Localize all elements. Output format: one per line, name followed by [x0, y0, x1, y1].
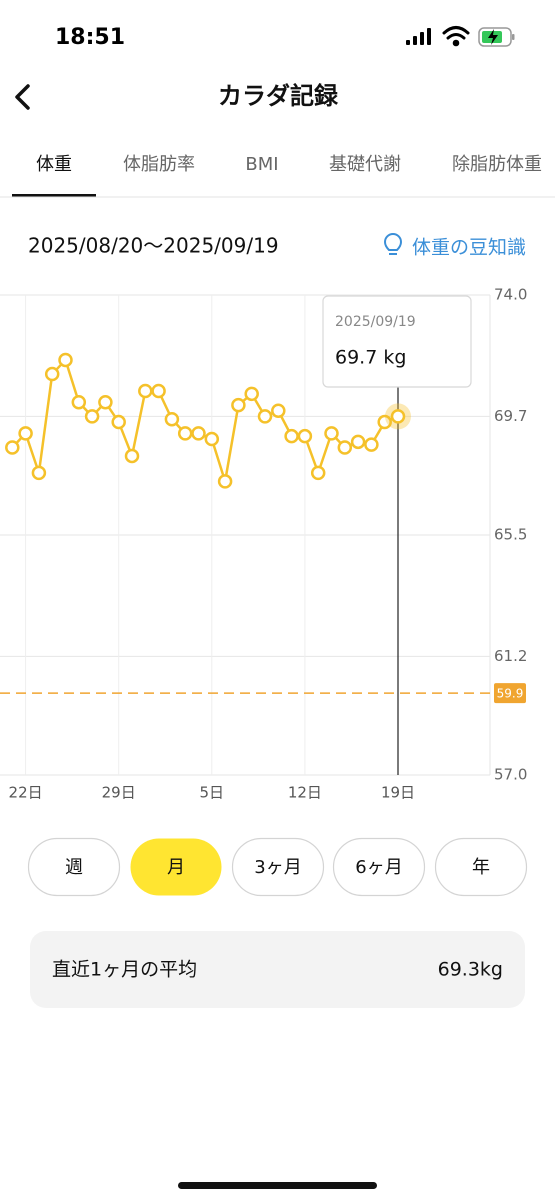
x-tick-label: 22日 [9, 784, 43, 802]
average-value: 69.3kg [438, 959, 503, 981]
period-button[interactable] [130, 838, 222, 896]
point[interactable] [390, 409, 406, 424]
tab-indicator [12, 194, 96, 197]
tab[interactable]: 基礎代謝 [329, 154, 401, 175]
period-label[interactable]: 年 [472, 857, 490, 878]
point[interactable] [31, 465, 47, 481]
point[interactable] [364, 437, 379, 452]
point[interactable] [111, 414, 126, 430]
point[interactable] [244, 386, 259, 402]
reference-badge [494, 683, 526, 704]
y-tick-label: 57.0 [494, 766, 527, 784]
point[interactable] [297, 428, 313, 444]
tip-link[interactable]: 体重の豆知識 [383, 233, 526, 259]
home-indicator [178, 1182, 377, 1189]
date-range: 2025/08/20〜2025/09/19 [28, 234, 279, 258]
y-tick-label: 65.5 [494, 526, 527, 544]
point[interactable] [84, 409, 100, 424]
x-tick-label: 5日 [200, 784, 225, 802]
x-tick-label: 19日 [381, 784, 415, 802]
x-tick-label: 29日 [102, 784, 136, 802]
tab[interactable]: 体脂肪率 [123, 154, 195, 175]
reference-label: 59.9 [497, 687, 524, 701]
y-tick-label: 61.2 [494, 647, 527, 665]
status-time: 18:51 [55, 25, 125, 50]
point[interactable] [124, 448, 140, 464]
period-label[interactable]: 月 [167, 857, 185, 878]
period-button[interactable] [332, 837, 426, 897]
y-tick-label: 74.0 [494, 286, 527, 304]
average-card [30, 931, 525, 1008]
period-button[interactable] [434, 837, 528, 897]
point[interactable] [177, 426, 193, 441]
average-label: 直近1ヶ月の平均 [52, 959, 197, 981]
tip-link-text[interactable]: 体重の豆知識 [412, 237, 526, 259]
page-title: カラダ記録 [218, 82, 339, 110]
signal-icon [406, 28, 431, 45]
point[interactable] [310, 465, 326, 481]
point[interactable] [217, 474, 233, 489]
point[interactable] [138, 383, 153, 399]
chart: 74.0 69.7 65.5 61.2 57.0 22日 29日 5日 12日 19日 59.9 20… [0, 286, 527, 802]
back-button[interactable] [15, 84, 30, 110]
period-label[interactable]: 週 [65, 857, 83, 878]
tab[interactable]: 体重 [36, 154, 72, 175]
point[interactable] [257, 409, 273, 424]
period-label[interactable]: 6ヶ月 [355, 857, 402, 878]
period-button[interactable] [231, 837, 325, 897]
tooltip-box [322, 295, 472, 388]
point[interactable] [377, 414, 392, 430]
bulb-icon [383, 233, 403, 255]
tooltip-value: 69.7 kg [335, 347, 406, 369]
point[interactable] [151, 383, 166, 399]
wifi-icon [442, 26, 470, 47]
tab[interactable]: 除脂肪体重 [452, 154, 542, 175]
point[interactable] [71, 395, 87, 410]
point[interactable] [164, 411, 180, 427]
point[interactable] [5, 440, 20, 455]
tab-bar: 体重 体脂肪率 BMI 基礎代謝 除脂肪体重 [12, 154, 542, 197]
point[interactable] [324, 426, 339, 441]
point[interactable] [284, 428, 299, 444]
point[interactable] [191, 426, 206, 441]
point[interactable] [350, 434, 366, 450]
tab[interactable]: BMI [245, 154, 278, 175]
period-selector: 週 月 3ヶ月 6ヶ月 年 [27, 837, 528, 897]
point[interactable] [271, 403, 286, 419]
y-tick-label: 69.7 [494, 407, 527, 425]
point[interactable] [58, 352, 73, 368]
point[interactable] [44, 366, 60, 382]
point[interactable] [204, 431, 220, 447]
point[interactable] [98, 395, 113, 410]
period-label[interactable]: 3ヶ月 [254, 857, 301, 878]
x-tick-label: 12日 [288, 784, 322, 802]
point[interactable] [337, 440, 353, 455]
tooltip-date: 2025/09/19 [335, 314, 416, 330]
point[interactable] [231, 397, 246, 413]
battery-icon [478, 27, 515, 47]
period-button[interactable] [27, 837, 121, 897]
point[interactable] [18, 426, 33, 441]
